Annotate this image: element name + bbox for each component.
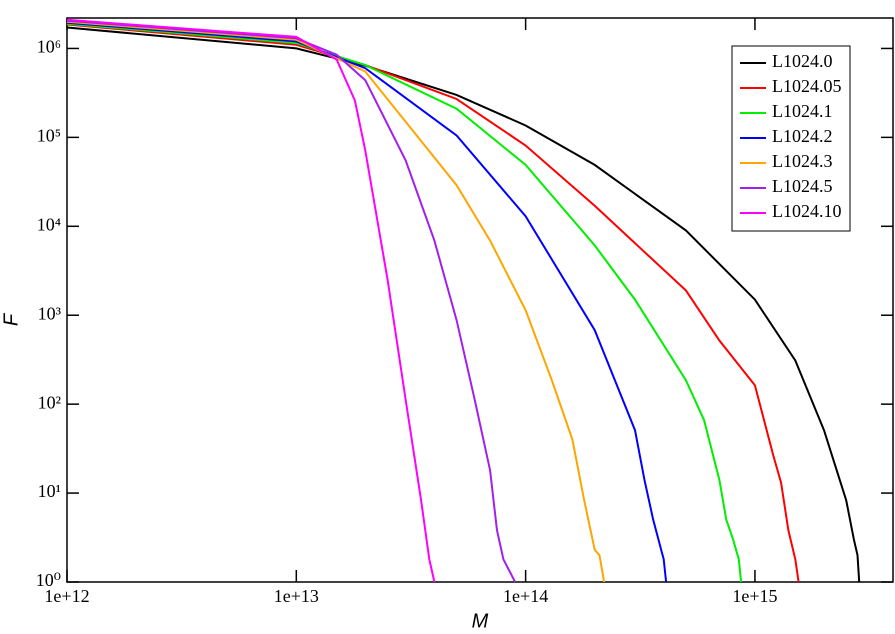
series-line: [66, 21, 668, 583]
legend-label: L1024.0: [772, 51, 833, 71]
x-tick-label: 1e+14: [503, 586, 548, 606]
series-line: [66, 19, 516, 583]
y-tick-label: 10²: [38, 392, 61, 412]
legend-label: L1024.10: [772, 201, 842, 221]
x-tick-label: 1e+15: [732, 586, 777, 606]
legend-label: L1024.1: [772, 101, 833, 121]
legend-label: L1024.3: [772, 151, 833, 171]
series-line: [66, 22, 743, 583]
y-tick-label: 10⁰: [36, 570, 61, 590]
legend-label: L1024.5: [772, 176, 833, 196]
y-tick-label: 10⁴: [37, 214, 61, 234]
legend: L1024.0 L1024.05 L1024.1 L1024.2 L1024.3 L102…: [731, 45, 851, 232]
x-axis-title: M: [472, 610, 489, 632]
series-line: [66, 18, 436, 583]
series-line: [66, 20, 606, 583]
plot-frame: [66, 17, 894, 583]
y-tick-label: 10⁶: [37, 37, 61, 57]
y-tick-label: 10⁵: [37, 125, 61, 145]
series-line: [66, 23, 800, 583]
x-tick-label: 1e+12: [44, 586, 89, 606]
y-tick-label: 10¹: [38, 481, 61, 501]
y-tick-label: 10³: [38, 303, 62, 323]
legend-label: L1024.05: [772, 76, 842, 96]
y-axis-title: F: [0, 312, 22, 326]
legend-label: L1024.2: [772, 126, 833, 146]
x-tick-label: 1e+13: [274, 586, 319, 606]
